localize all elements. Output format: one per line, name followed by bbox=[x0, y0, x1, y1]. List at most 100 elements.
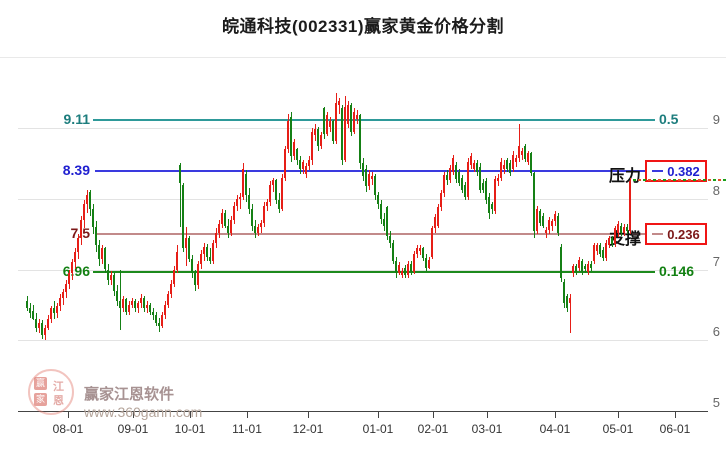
fib-price-label: 6.96 bbox=[62, 263, 90, 280]
y-axis-tick-label: 7 bbox=[712, 254, 720, 269]
candle bbox=[275, 180, 277, 201]
x-axis-tick-label: 12-01 bbox=[292, 422, 324, 436]
candle bbox=[212, 242, 214, 261]
candle bbox=[575, 265, 577, 273]
x-axis-tick bbox=[487, 412, 488, 418]
logo-char-1: 江 bbox=[53, 381, 64, 393]
candle bbox=[128, 304, 130, 312]
candle bbox=[173, 269, 175, 284]
candle bbox=[263, 205, 265, 223]
x-axis-tick-label: 03-01 bbox=[471, 422, 503, 436]
candle bbox=[341, 108, 343, 160]
x-axis-tick bbox=[68, 412, 69, 418]
candle bbox=[257, 227, 259, 233]
candle bbox=[161, 315, 163, 327]
candle bbox=[353, 112, 355, 132]
candle bbox=[77, 237, 79, 252]
candle bbox=[233, 205, 235, 220]
candle bbox=[176, 251, 178, 270]
x-axis-tick-label: 11-01 bbox=[232, 422, 262, 436]
candle bbox=[209, 256, 211, 261]
candle bbox=[305, 166, 307, 174]
candle bbox=[596, 245, 598, 252]
last-price-dotted-line bbox=[633, 179, 726, 182]
candle bbox=[623, 227, 625, 233]
candle bbox=[239, 197, 241, 200]
candle bbox=[626, 227, 628, 232]
candle bbox=[290, 117, 292, 157]
candle bbox=[71, 262, 73, 274]
candle bbox=[476, 163, 478, 172]
y-axis-tick-label: 6 bbox=[712, 324, 720, 339]
candle bbox=[602, 249, 604, 259]
candle bbox=[617, 224, 619, 233]
candle bbox=[182, 184, 184, 249]
y-axis-tick-label: 5 bbox=[712, 395, 720, 410]
x-axis-tick bbox=[133, 412, 134, 418]
candle bbox=[314, 129, 316, 136]
candle bbox=[149, 304, 151, 312]
candle bbox=[356, 115, 358, 120]
candle bbox=[158, 322, 160, 327]
candle bbox=[68, 273, 70, 284]
candle bbox=[416, 248, 418, 254]
candle bbox=[32, 310, 34, 320]
candle bbox=[566, 296, 568, 308]
x-axis-tick-label: 08-01 bbox=[52, 422, 84, 436]
candle bbox=[125, 299, 127, 312]
fib-ratio-boxed-value: 0.236 bbox=[645, 223, 707, 246]
candle bbox=[152, 311, 154, 316]
candle bbox=[371, 176, 373, 179]
candle bbox=[443, 174, 445, 194]
candle bbox=[26, 301, 28, 309]
candle bbox=[539, 211, 541, 223]
gann-logo-stamp: 赢 家 江 恩 bbox=[28, 369, 74, 415]
candle bbox=[530, 153, 532, 174]
candle bbox=[92, 209, 94, 228]
candle bbox=[428, 259, 430, 269]
candle bbox=[533, 173, 535, 231]
candle bbox=[344, 106, 346, 160]
x-axis-tick-label: 02-01 bbox=[417, 422, 449, 436]
candle bbox=[140, 297, 142, 304]
candle bbox=[485, 181, 487, 201]
candle bbox=[554, 214, 556, 222]
candle bbox=[320, 135, 322, 146]
candle bbox=[464, 184, 466, 198]
candle bbox=[545, 229, 547, 233]
candle bbox=[614, 228, 616, 245]
price-gridline bbox=[18, 199, 708, 200]
candle bbox=[407, 263, 409, 276]
x-axis-tick-label: 01-01 bbox=[362, 422, 394, 436]
candle bbox=[143, 297, 145, 309]
candle bbox=[251, 209, 253, 226]
x-axis-tick-label: 04-01 bbox=[539, 422, 571, 436]
candle bbox=[107, 269, 109, 281]
candle bbox=[587, 263, 589, 273]
candle bbox=[101, 248, 103, 259]
candle bbox=[230, 219, 232, 233]
candle bbox=[98, 244, 100, 259]
candle bbox=[434, 217, 436, 229]
candle bbox=[227, 225, 229, 233]
candle bbox=[395, 261, 397, 274]
candle bbox=[509, 163, 511, 174]
candle bbox=[326, 115, 328, 134]
x-axis-tick-label: 09-01 bbox=[117, 422, 149, 436]
candle bbox=[479, 166, 481, 191]
price-gridline bbox=[18, 128, 708, 129]
candle bbox=[347, 105, 349, 125]
x-axis-tick-label: 06-01 bbox=[659, 422, 691, 436]
candle bbox=[620, 225, 622, 233]
candle bbox=[323, 108, 325, 134]
candle bbox=[44, 327, 46, 335]
x-axis-tick-label: 10-01 bbox=[174, 422, 206, 436]
candle bbox=[311, 131, 313, 160]
candle bbox=[368, 173, 370, 186]
candle bbox=[518, 145, 520, 158]
candle bbox=[206, 246, 208, 257]
candle bbox=[488, 197, 490, 213]
candle bbox=[35, 319, 37, 328]
candle bbox=[431, 228, 433, 257]
